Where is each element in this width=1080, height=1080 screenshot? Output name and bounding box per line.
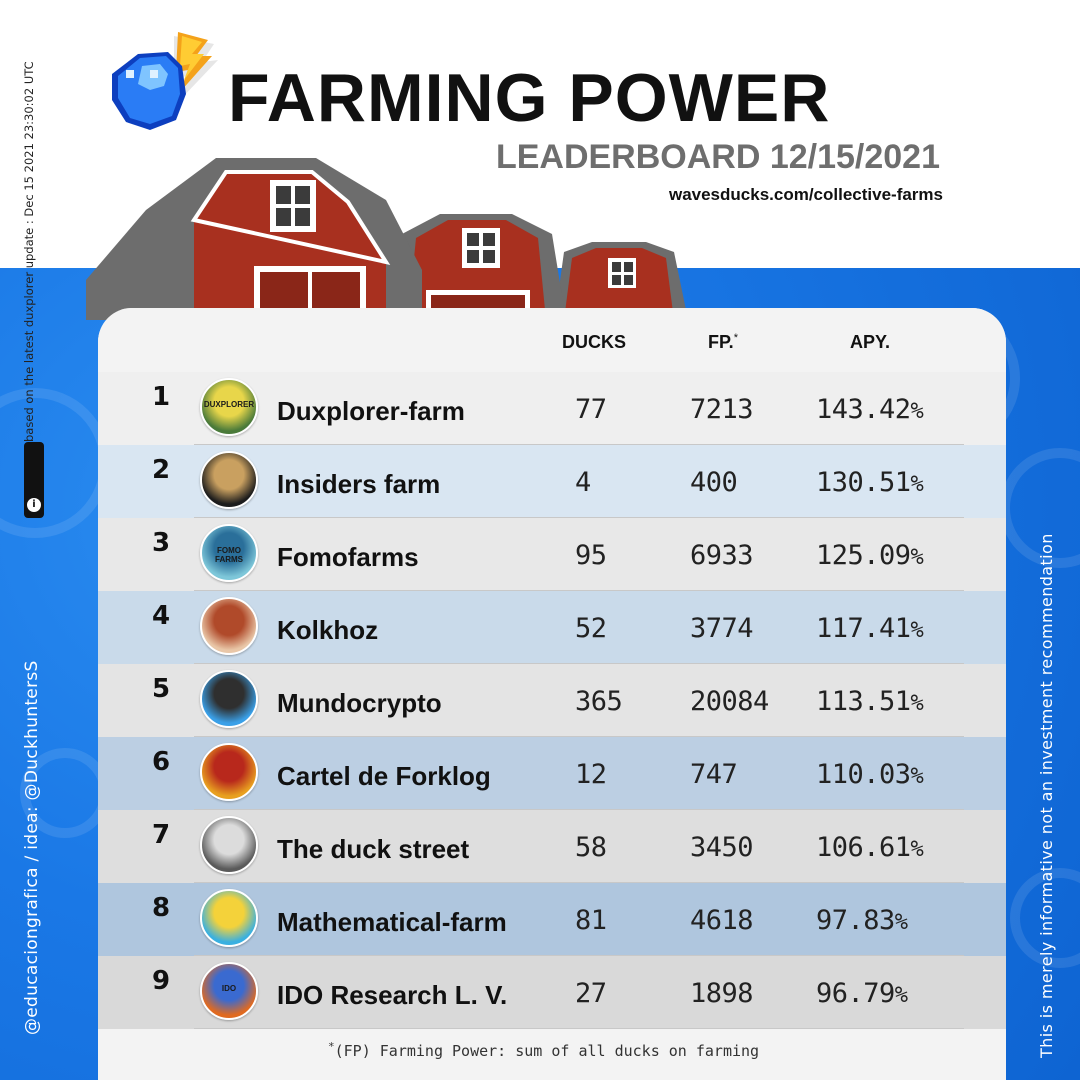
apy-value: 113.51% bbox=[816, 686, 924, 717]
table-row: 6 Cartel de Forklog 12 747 110.03% bbox=[98, 737, 1006, 810]
ducks-value: 77 bbox=[575, 394, 607, 425]
table-row: 3 FOMO FARMS Fomofarms 95 6933 125.09% bbox=[98, 518, 1006, 591]
row-divider bbox=[194, 1028, 964, 1029]
rank-number: 5 bbox=[152, 674, 171, 704]
apy-value: 106.61% bbox=[816, 832, 924, 863]
fp-value: 747 bbox=[690, 759, 738, 790]
footnote: *(FP) Farming Power: sum of all ducks on… bbox=[328, 1040, 760, 1060]
farm-avatar: DUXPLORER bbox=[200, 378, 258, 436]
table-row: 7 The duck street 58 3450 106.61% bbox=[98, 810, 1006, 883]
fp-value: 3450 bbox=[690, 832, 754, 863]
col-apy: APY. bbox=[850, 332, 891, 352]
fp-value: 1898 bbox=[690, 978, 754, 1009]
apy-value: 117.41% bbox=[816, 613, 924, 644]
table-header: DUCKS FP.* APY. bbox=[98, 308, 1006, 372]
table-row: 2 Insiders farm 4 400 130.51% bbox=[98, 445, 1006, 518]
rank-number: 9 bbox=[152, 966, 171, 996]
col-ducks: DUCKS bbox=[562, 332, 627, 352]
ducks-value: 4 bbox=[575, 467, 591, 498]
farm-name: Duxplorer-farm bbox=[277, 396, 465, 426]
row-divider bbox=[194, 882, 964, 883]
info-icon: i bbox=[24, 442, 44, 518]
row-divider bbox=[194, 955, 964, 956]
ducks-value: 95 bbox=[575, 540, 607, 571]
page-title: FARMING POWER bbox=[228, 60, 831, 136]
rank-number: 7 bbox=[152, 820, 171, 850]
fp-value: 400 bbox=[690, 467, 738, 498]
row-divider bbox=[194, 517, 964, 518]
row-divider bbox=[194, 444, 964, 445]
apy-value: 97.83% bbox=[816, 905, 908, 936]
waves-ducks-logo bbox=[112, 32, 218, 130]
table-row: 8 Mathematical-farm 81 4618 97.83% bbox=[98, 883, 1006, 956]
rank-number: 6 bbox=[152, 747, 171, 777]
leaderboard-date: LEADERBOARD 12/15/2021 bbox=[495, 138, 940, 176]
decorative-bubble bbox=[0, 388, 110, 538]
farm-name: Kolkhoz bbox=[277, 615, 379, 645]
col-fp: FP.* bbox=[708, 332, 738, 352]
farm-name: Fomofarms bbox=[277, 542, 419, 572]
farm-name: Cartel de Forklog bbox=[277, 761, 491, 791]
apy-value: 143.42% bbox=[816, 394, 924, 425]
leaderboard-table: DUCKS FP.* APY. 1 DUXPLORER Duxplorer-farm… bbox=[98, 308, 1006, 1080]
apy-value: 96.79% bbox=[816, 978, 908, 1009]
table-row: 5 Mundocrypto 365 20084 113.51% bbox=[98, 664, 1006, 737]
farm-avatar bbox=[200, 670, 258, 728]
farm-name: Insiders farm bbox=[277, 469, 441, 499]
fp-value: 20084 bbox=[690, 686, 769, 717]
row-divider bbox=[194, 736, 964, 737]
farm-avatar: FOMO FARMS bbox=[200, 524, 258, 582]
farm-avatar bbox=[200, 597, 258, 655]
site-link[interactable]: wavesducks.com/collective-farms bbox=[668, 185, 943, 204]
ducks-value: 58 bbox=[575, 832, 607, 863]
fp-value: 4618 bbox=[690, 905, 754, 936]
barn-small bbox=[556, 242, 686, 320]
barn-large bbox=[86, 158, 422, 320]
farm-name: IDO Research L. V. bbox=[277, 980, 508, 1010]
table-row: 1 DUXPLORER Duxplorer-farm 77 7213 143.42% bbox=[98, 372, 1006, 445]
rank-number: 8 bbox=[152, 893, 171, 923]
fp-value: 6933 bbox=[690, 540, 754, 571]
disclaimer-text: This is merely informative not an invest… bbox=[1037, 533, 1056, 1058]
apy-value: 125.09% bbox=[816, 540, 924, 571]
avatar-label: DUXPLORER bbox=[203, 400, 255, 409]
farm-name: The duck street bbox=[277, 834, 470, 864]
rank-number: 3 bbox=[152, 528, 171, 558]
farm-avatar bbox=[200, 743, 258, 801]
farm-name: Mundocrypto bbox=[277, 688, 442, 718]
farm-avatar: IDO bbox=[200, 962, 258, 1020]
row-divider bbox=[194, 663, 964, 664]
rank-number: 1 bbox=[152, 382, 171, 412]
ducks-value: 81 bbox=[575, 905, 607, 936]
rank-number: 2 bbox=[152, 455, 171, 485]
ducks-value: 365 bbox=[575, 686, 623, 717]
apy-value: 110.03% bbox=[816, 759, 924, 790]
update-note-strip: based on the latest duxplorer update : D… bbox=[22, 50, 50, 518]
decorative-bubble bbox=[1010, 868, 1080, 968]
avatar-label: IDO bbox=[221, 984, 237, 993]
farm-avatar bbox=[200, 451, 258, 509]
row-divider bbox=[194, 590, 964, 591]
fp-value: 7213 bbox=[690, 394, 754, 425]
fp-value: 3774 bbox=[690, 613, 754, 644]
farm-avatar bbox=[200, 889, 258, 947]
credit-text: @educaciongrafica / idea: @DuckhuntersS bbox=[22, 660, 42, 1035]
update-note: based on the latest duxplorer update : D… bbox=[22, 61, 36, 442]
ducks-value: 27 bbox=[575, 978, 607, 1009]
table-row: 4 Kolkhoz 52 3774 117.41% bbox=[98, 591, 1006, 664]
rank-number: 4 bbox=[152, 601, 171, 631]
avatar-label: FOMO FARMS bbox=[215, 546, 243, 564]
farm-name: Mathematical-farm bbox=[277, 907, 507, 937]
barns-illustration bbox=[86, 158, 686, 320]
ducks-value: 52 bbox=[575, 613, 607, 644]
ducks-value: 12 bbox=[575, 759, 607, 790]
apy-value: 130.51% bbox=[816, 467, 924, 498]
table-row: 9 IDO IDO Research L. V. 27 1898 96.79% bbox=[98, 956, 1006, 1029]
row-divider bbox=[194, 809, 964, 810]
farm-avatar bbox=[200, 816, 258, 874]
